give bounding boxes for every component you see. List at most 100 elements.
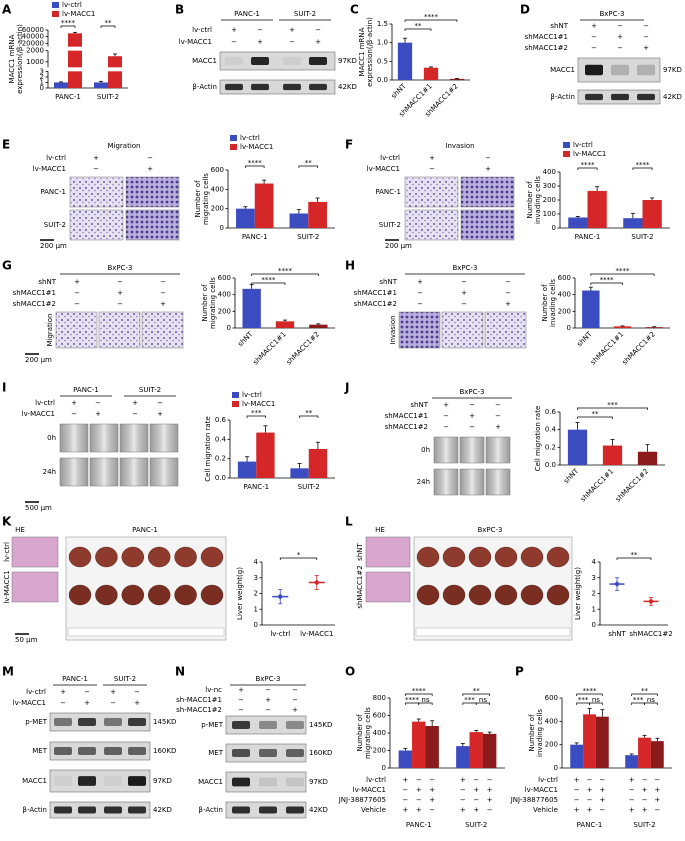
panel-letter: J [344, 381, 349, 395]
sign: − [160, 289, 166, 297]
micrograph [89, 457, 119, 487]
micrograph [459, 436, 485, 464]
blot-label: MET [208, 749, 223, 757]
sign: − [591, 44, 597, 52]
y-tick-label: 200 [218, 307, 231, 315]
sign: − [84, 688, 90, 696]
y-tick-label: 0.2 [215, 455, 226, 463]
liver [68, 546, 92, 568]
sign-label: sh-MACC1#2 [176, 706, 222, 714]
y-tick-label: 0 [567, 324, 571, 332]
bar [613, 326, 632, 328]
significance-label: **** [248, 159, 263, 167]
panel-letter: G [2, 259, 12, 273]
bar [309, 324, 328, 328]
sign: + [487, 796, 493, 804]
liver [68, 584, 92, 606]
bar [275, 321, 295, 328]
blot-label: β-Actin [22, 806, 47, 814]
y-tick-label: 1.5 [377, 20, 388, 28]
y-axis-label: Number of [528, 714, 536, 752]
tray [65, 536, 227, 641]
blot-band [54, 718, 72, 726]
x-tick-label: SUIT-2 [633, 821, 655, 829]
micrograph [460, 209, 515, 241]
scale-label: 200 μm [25, 356, 52, 364]
significance-label: **** [583, 687, 598, 695]
liver [200, 584, 224, 606]
row-label: PANC-1 [40, 188, 66, 196]
y-tick-label: 400 [218, 291, 231, 299]
legend-label: lv-MACC1 [62, 10, 95, 18]
bar [108, 56, 122, 68]
blot-band [259, 777, 277, 787]
liver [494, 546, 518, 568]
y-axis-label: Number of [526, 181, 534, 219]
x-tick-label: PANC-1 [577, 821, 603, 829]
blot-band [286, 806, 304, 814]
micrograph [441, 311, 484, 349]
sign: − [402, 796, 408, 804]
micrograph [433, 436, 459, 464]
micrograph [484, 311, 527, 349]
significance-bracket [60, 25, 76, 28]
sign: + [485, 165, 491, 173]
significance-bracket [590, 282, 623, 285]
column-header: PANC-1 [73, 386, 99, 394]
blot-label: β-Actin [192, 83, 217, 91]
sign: − [147, 154, 153, 162]
blot-strip [49, 712, 151, 732]
y-tick-label: 200 [373, 747, 386, 755]
bar [456, 746, 470, 768]
y-tick-label: 1000 [26, 58, 44, 66]
significance-label: ** [415, 22, 423, 30]
sign: − [473, 796, 479, 804]
x-tick-label: SUIT-2 [297, 233, 319, 241]
x-tick-label: shMACC1#1 [579, 467, 615, 503]
blot-band [309, 57, 327, 65]
sign: + [132, 399, 138, 407]
panel-letter: A [2, 3, 12, 17]
significance-label: *** [251, 409, 262, 417]
y-tick-label: 3 [254, 574, 258, 582]
sign: − [292, 696, 298, 704]
panel-letter: K [2, 515, 12, 529]
sign: − [238, 696, 244, 704]
row-label: shNT [356, 542, 364, 560]
sign: + [74, 278, 80, 286]
sign: − [461, 300, 467, 308]
significance-label: **** [278, 267, 293, 275]
y-tick-label: 0 [40, 84, 44, 92]
x-tick-label: shNT [608, 630, 626, 638]
y-tick-label: 300 [543, 182, 556, 190]
sign-label: lv-ctrl [366, 776, 386, 784]
sign: − [473, 776, 479, 784]
sign: − [71, 410, 77, 418]
column-header: PANC-1 [234, 10, 260, 18]
bar [623, 218, 643, 228]
legend-label: lv-ctrl [573, 141, 593, 149]
ruler [415, 627, 571, 637]
y-tick-label: 600 [218, 274, 231, 282]
y-tick-label: 400 [558, 291, 571, 299]
y-tick-label: 600 [373, 712, 386, 720]
sign: + [629, 806, 635, 814]
sign: − [110, 699, 116, 707]
sign: + [231, 26, 237, 34]
row-label: Invasion [389, 315, 397, 344]
x-tick-label: shNT [562, 467, 581, 486]
blot-label: p-MET [201, 721, 223, 729]
row-label: Migration [46, 313, 54, 346]
sign: + [574, 776, 580, 784]
y-axis-label: Cell migration rate [204, 416, 212, 482]
liver [95, 584, 118, 606]
y-tick-label: 200 [558, 307, 571, 315]
y-tick-label: 800 [373, 694, 386, 702]
column-header: BxPC-3 [107, 264, 132, 272]
y-tick-label: 2 [254, 590, 258, 598]
significance-bracket [100, 25, 116, 28]
blot-size: 42KD [309, 806, 328, 814]
blot-band [225, 83, 243, 91]
y-tick-label: 600 [545, 694, 558, 702]
bar [54, 82, 68, 88]
